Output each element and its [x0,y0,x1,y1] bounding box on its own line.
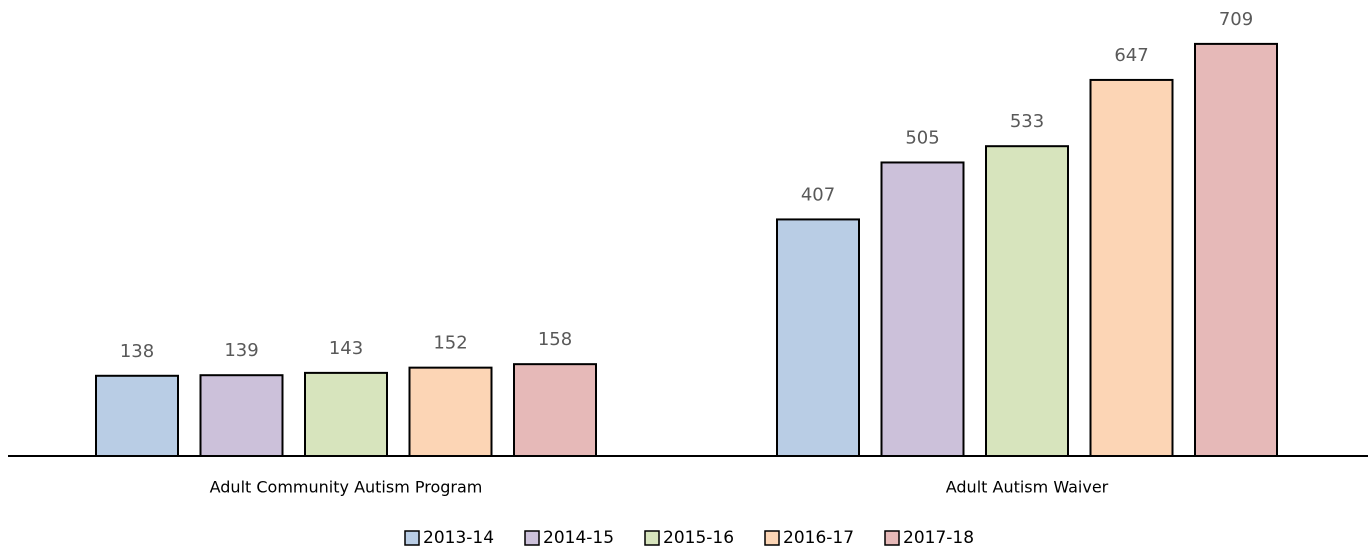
value-label: 143 [329,338,363,359]
legend-swatch [644,530,660,546]
bar [408,366,493,457]
legend-label: 2013-14 [423,528,494,548]
value-label: 152 [433,333,467,354]
bar [776,218,860,457]
bar [513,363,597,458]
bar [985,145,1069,457]
value-label: 158 [538,329,572,350]
legend-label: 2017-18 [903,528,974,548]
legend-label: 2014-15 [543,528,614,548]
bar [95,374,179,458]
legend-swatch [884,530,900,546]
bar [880,161,965,457]
value-label: 647 [1114,45,1148,66]
value-label: 533 [1010,111,1044,132]
value-label: 505 [905,127,939,148]
bar [1194,42,1278,458]
legend-label: 2015-16 [663,528,734,548]
value-label: 709 [1219,9,1253,30]
bar [199,374,284,457]
value-label: 138 [120,341,154,362]
bar [304,371,388,458]
category-label: Adult Community Autism Program [210,478,483,497]
legend-swatch [404,530,420,546]
legend-swatch [764,530,780,546]
legend-swatch [524,530,540,546]
value-label: 139 [224,340,258,361]
bar [1089,78,1174,458]
value-label: 407 [801,184,835,205]
legend-label: 2016-17 [783,528,854,548]
category-label: Adult Autism Waiver [946,478,1109,497]
